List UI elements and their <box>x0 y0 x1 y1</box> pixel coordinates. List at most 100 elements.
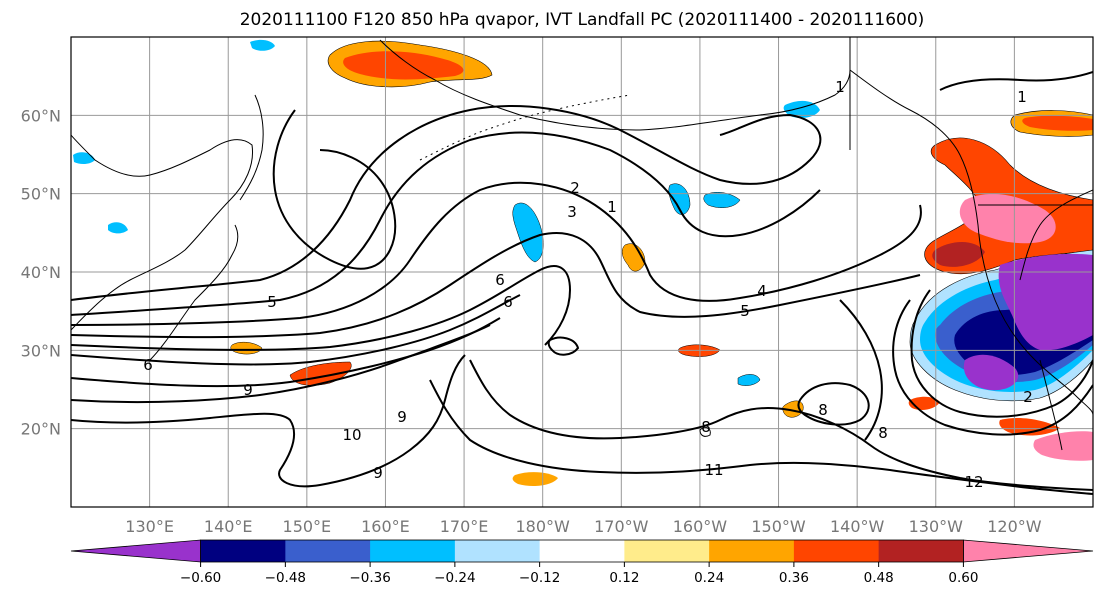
contour-line-2 <box>71 131 821 316</box>
contour-line-14 <box>272 109 397 270</box>
colorbar-outline <box>200 539 964 563</box>
contour-label: 10 <box>342 426 361 444</box>
figure-title: 2020111100 F120 850 hPa qvapor, IVT Land… <box>240 10 925 30</box>
latitude-label: 30°N <box>21 341 61 360</box>
anomaly-pnw-dark <box>932 242 985 267</box>
colorbar-segment <box>454 540 541 562</box>
longitude-label: 130°E <box>125 517 174 536</box>
anomaly-ca-purple-s <box>963 354 1019 391</box>
anomaly-subtrop-2 <box>230 341 263 355</box>
contour-label: 8 <box>878 424 888 442</box>
longitude-label: 120°W <box>987 517 1042 536</box>
contour-line-4 <box>71 232 921 339</box>
contour-line-8 <box>71 324 491 404</box>
contour-label: 2 <box>570 179 580 197</box>
coastline-asia <box>71 134 254 331</box>
contour-label: 5 <box>267 293 277 311</box>
colorbar-tick-label: 0.60 <box>948 570 978 586</box>
colorbar-tick-label: 0.36 <box>779 570 809 586</box>
coastline-na-west <box>849 69 1093 416</box>
contour-line-5 <box>71 265 572 351</box>
contour-label: 4 <box>757 282 767 300</box>
contour-line-16 <box>547 336 580 356</box>
contour-line-15 <box>797 382 870 426</box>
coastline-hawaii <box>699 427 711 437</box>
anomaly-neg-7 <box>703 192 741 208</box>
colorbar <box>70 539 1094 563</box>
colorbar-segment <box>285 540 371 562</box>
anomaly-neg-2 <box>668 183 691 215</box>
contour-line-11 <box>429 379 1093 495</box>
map-frame <box>70 36 1094 508</box>
longitude-label: 170°E <box>440 517 489 536</box>
latitude-labels: 60°N 50°N 40°N 30°N 20°N <box>21 106 61 438</box>
graticule <box>71 37 1093 507</box>
coastline-japan <box>149 224 239 361</box>
latitude-label: 40°N <box>21 263 61 282</box>
longitude-labels: 130°E 140°E 150°E 160°E 170°E 180°W 170°W 160°W… <box>125 517 1041 536</box>
latitude-label: 50°N <box>21 185 61 204</box>
colorbar-extend-min <box>70 539 202 563</box>
anomaly-neg-4 <box>73 152 95 165</box>
contour-label: 9 <box>397 408 407 426</box>
contour-label: 6 <box>503 293 513 311</box>
colorbar-tick-label: 0.12 <box>609 570 639 586</box>
colorbar-tick-label: −0.48 <box>265 570 306 586</box>
contour-line-17 <box>939 71 1093 91</box>
contour-line-18 <box>839 299 883 441</box>
longitude-label: 160°W <box>673 517 728 536</box>
coastline-aleutians <box>419 94 631 161</box>
latitude-label: 60°N <box>21 106 61 125</box>
colorbar-segment <box>539 540 625 562</box>
contour-label: 1 <box>835 78 845 96</box>
contour-label: 8 <box>701 418 711 436</box>
colorbar-ticks: −0.60 −0.48 −0.36 −0.24 −0.12 0.12 0.24 0.36 0.4… <box>180 562 978 586</box>
colorbar-segment <box>878 540 964 562</box>
colorbar-tick-label: 0.24 <box>694 570 724 586</box>
anomaly-bering-core <box>343 51 464 80</box>
contour-label: 9 <box>243 381 253 399</box>
anomaly-ca-purple <box>998 253 1093 351</box>
longitude-label: 180°W <box>516 517 571 536</box>
contour-line-10 <box>469 359 1093 491</box>
contour-label: 12 <box>964 473 983 491</box>
anomaly-neg-3 <box>250 39 275 51</box>
contour-label: 3 <box>567 203 577 221</box>
longitude-label: 140°W <box>830 517 885 536</box>
coastline-na-east <box>1019 189 1093 281</box>
colorbar-segment <box>709 540 795 562</box>
contour-label: 6 <box>143 356 153 374</box>
coastline-alaska <box>379 37 851 131</box>
anomaly-neg-1 <box>512 202 544 263</box>
contour-line-9 <box>71 354 466 488</box>
colorbar-segment <box>624 540 710 562</box>
anomaly-canada-core <box>1022 115 1093 131</box>
anomaly-pnw-pink <box>959 193 1056 244</box>
longitude-label: 140°E <box>204 517 253 536</box>
longitude-label: 170°W <box>594 517 649 536</box>
anomaly-subtrop-5 <box>512 472 558 486</box>
longitude-label: 150°W <box>751 517 806 536</box>
coastline-baja <box>1039 359 1063 451</box>
anomaly-subtrop-9 <box>1033 431 1093 461</box>
latitude-label: 20°N <box>21 420 61 439</box>
contour-label: 11 <box>704 461 723 479</box>
contour-label: 6 <box>495 271 505 289</box>
colorbar-segment <box>370 540 456 562</box>
colorbar-segment <box>793 540 880 562</box>
colorbar-tick-label: −0.24 <box>434 570 475 586</box>
contour-line-6 <box>71 294 521 366</box>
contour-line-1 <box>71 105 822 301</box>
contour-label: 8 <box>818 401 828 419</box>
contour-label: 1 <box>1017 88 1027 106</box>
contour-label: 5 <box>740 302 750 320</box>
colorbar-tick-label: −0.12 <box>519 570 560 586</box>
colorbar-segment <box>200 540 286 562</box>
contour-label: 9 <box>373 464 383 482</box>
contour-line-12 <box>892 299 1093 436</box>
contour-line-3 <box>71 181 922 326</box>
anomaly-neg-5 <box>108 222 128 234</box>
